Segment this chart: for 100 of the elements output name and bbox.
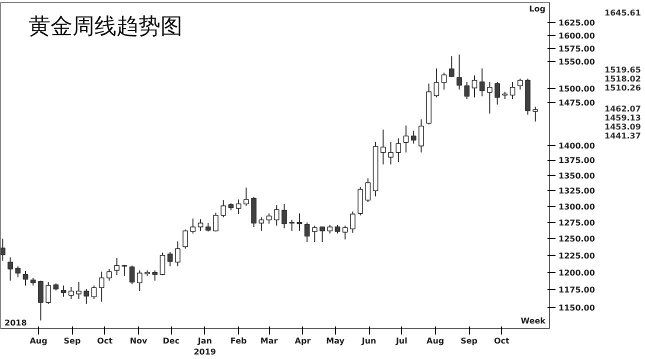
text: 1519.65: [604, 65, 642, 74]
candlestick: [129, 265, 135, 285]
candlestick: [365, 178, 371, 202]
y-tick-label: 1150.00: [558, 303, 596, 312]
y-tick-label: 1325.00: [558, 186, 596, 196]
candlestick: [510, 81, 516, 100]
y-tick-label: 1400.00: [558, 141, 596, 150]
candlestick: [403, 125, 409, 153]
y-tick-label: 1500.00: [558, 84, 596, 94]
x-tick-label: Jul: [394, 336, 408, 346]
y-tick-label: 1300.00: [558, 202, 596, 212]
candlestick: [396, 138, 402, 162]
candlestick: [532, 106, 538, 122]
x-tick-label: Feb: [230, 336, 247, 346]
y-tick-label: 1275.00: [558, 218, 596, 228]
candlestick: [8, 256, 13, 282]
candlestick: [84, 288, 90, 304]
candlestick: [182, 229, 188, 250]
x-tick-label: Dec: [162, 336, 180, 346]
candlestick: [68, 286, 74, 300]
candlestick: [494, 81, 500, 106]
candlestick: [464, 81, 470, 100]
text: 1441.37: [604, 131, 641, 140]
y-tick-label: 1600.00: [558, 31, 596, 40]
annotation: Log: [529, 4, 546, 14]
x-tick-label: Oct: [97, 336, 113, 346]
x-tick-label: Apr: [294, 336, 311, 346]
candlestick: [434, 68, 440, 98]
candlestick: [274, 204, 280, 226]
candlestick: [456, 54, 462, 90]
x-tick-label: Sep: [64, 336, 81, 346]
x-tick-label: Aug: [30, 336, 48, 346]
candlestick: [487, 81, 492, 114]
candlestick: [448, 56, 454, 78]
candlestick: [358, 186, 364, 216]
candlestick: [91, 285, 97, 300]
y-tick-label: 1625.00: [558, 18, 596, 28]
x-tick-label: Nov: [130, 336, 148, 346]
x-tick-label: May: [326, 336, 346, 346]
y-tick-label: 1375.00: [558, 156, 596, 166]
candlestick: [15, 266, 21, 278]
candlestick: [472, 74, 478, 98]
candlestick: [479, 68, 485, 97]
candlestick: [304, 222, 310, 243]
candlestick: [418, 118, 424, 153]
x-tick-label: Jan 2019: [194, 336, 216, 356]
y-tick-label: 1575.00: [558, 44, 596, 54]
candlestick: [160, 252, 166, 276]
candlestick: [190, 218, 196, 234]
candlestick: [342, 225, 348, 240]
candlestick: [175, 240, 180, 267]
x-tick-label: Oct: [494, 336, 510, 346]
candlestick: [517, 78, 523, 90]
candlestick: [220, 200, 226, 218]
candlestick: [46, 282, 52, 304]
candlestick: [320, 226, 325, 243]
candlestick: [266, 212, 272, 224]
x-tick-label: Jun: [360, 336, 377, 346]
candlestick: [198, 218, 204, 232]
candlestick: [213, 212, 218, 232]
candlestick: [312, 225, 318, 243]
candlestick: [76, 282, 82, 300]
y-tick-label: 1250.00: [558, 234, 596, 244]
candlestick: [258, 216, 264, 232]
candlestick: [380, 129, 386, 165]
candlestick: [114, 258, 120, 276]
text: 1518.02: [604, 74, 641, 84]
candlestick: [244, 187, 249, 206]
y-tick-label: 1175.00: [558, 286, 596, 295]
x-tick-label: Mar: [260, 336, 278, 346]
candlestick: [282, 203, 287, 229]
candlestick: [22, 270, 28, 286]
x-tick-label: Sep: [460, 336, 478, 346]
y-tick-label: 1350.00: [558, 171, 596, 180]
candlestick: [98, 271, 104, 302]
candlestick: [0, 238, 6, 262]
text: 1510.26: [604, 83, 642, 92]
text: 1453.09: [604, 122, 642, 132]
candlestick: [60, 285, 66, 298]
candlestick: [388, 141, 394, 165]
candlestick: [136, 270, 142, 292]
candlestick: [289, 219, 295, 232]
candlestick: [236, 198, 242, 215]
y-tick-label: 1200.00: [558, 268, 596, 278]
text: 1462.07: [604, 104, 641, 114]
y-tick-label: 1550.00: [558, 57, 596, 66]
y-tick-label: 1225.00: [558, 251, 596, 260]
x-tick-label: Aug: [426, 336, 444, 346]
text: 黄金周线趋势图: [28, 14, 182, 40]
annotation: 2018: [4, 318, 28, 328]
candlestick: [296, 212, 302, 232]
candlestick: [410, 130, 416, 144]
y-tick-label: 1475.00: [558, 98, 596, 108]
candlestick: [441, 72, 447, 90]
annotation: Week: [520, 316, 546, 326]
candlestick: [106, 268, 112, 282]
candlestick: [152, 270, 158, 282]
candlestick: [38, 280, 44, 321]
candlestick: [167, 252, 173, 267]
text: 1645.61: [604, 8, 642, 18]
